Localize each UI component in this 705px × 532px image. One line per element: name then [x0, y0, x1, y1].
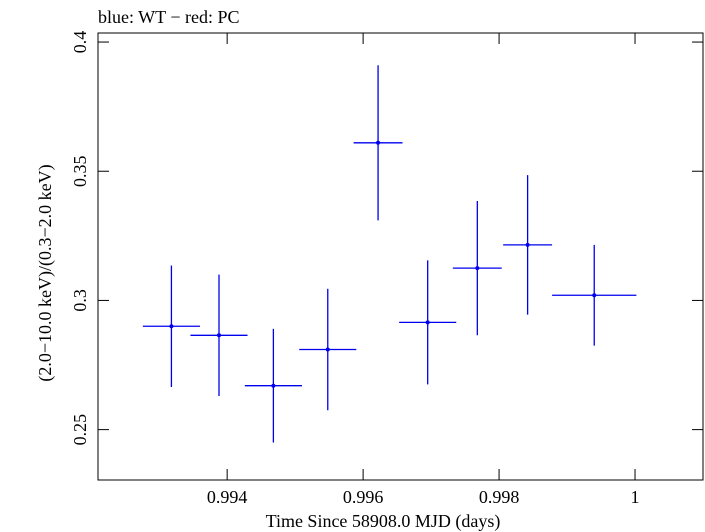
data-point	[503, 175, 553, 315]
axis-ticks: 0.994 0.996 0.998 1 0.25 0.3 0.35 0.4	[70, 31, 703, 507]
point-marker	[425, 320, 430, 325]
data-point	[244, 328, 302, 443]
x-axis-label: Time Since 58908.0 MJD (days)	[266, 511, 501, 532]
point-marker	[525, 242, 530, 247]
plot-frame	[97, 32, 704, 481]
point-marker	[376, 140, 381, 145]
data-point	[353, 65, 403, 221]
data-point	[299, 288, 357, 411]
point-marker	[475, 266, 480, 271]
x-tick-label: 0.996	[343, 487, 384, 507]
data-point	[552, 244, 637, 346]
x-tick-label: 0.998	[479, 487, 520, 507]
data-point	[190, 274, 248, 397]
y-tick-label: 0.3	[70, 289, 90, 312]
data-point	[452, 200, 502, 336]
data-point	[142, 265, 200, 387]
point-marker	[325, 347, 330, 352]
data-series	[142, 65, 637, 443]
point-marker	[271, 383, 276, 388]
point-marker	[169, 324, 174, 329]
point-marker	[217, 333, 221, 338]
x-tick-label: 0.994	[207, 487, 248, 507]
point-marker	[592, 293, 597, 298]
x-tick-label: 1	[631, 487, 640, 507]
chart-title: blue: WT − red: PC	[98, 7, 239, 27]
y-axis-label: (2.0−10.0 keV)/(0.3−2.0 keV)	[35, 164, 56, 381]
y-tick-label: 0.4	[70, 31, 90, 54]
data-point	[399, 260, 457, 385]
y-tick-label: 0.25	[70, 414, 90, 446]
y-tick-label: 0.35	[70, 155, 90, 187]
